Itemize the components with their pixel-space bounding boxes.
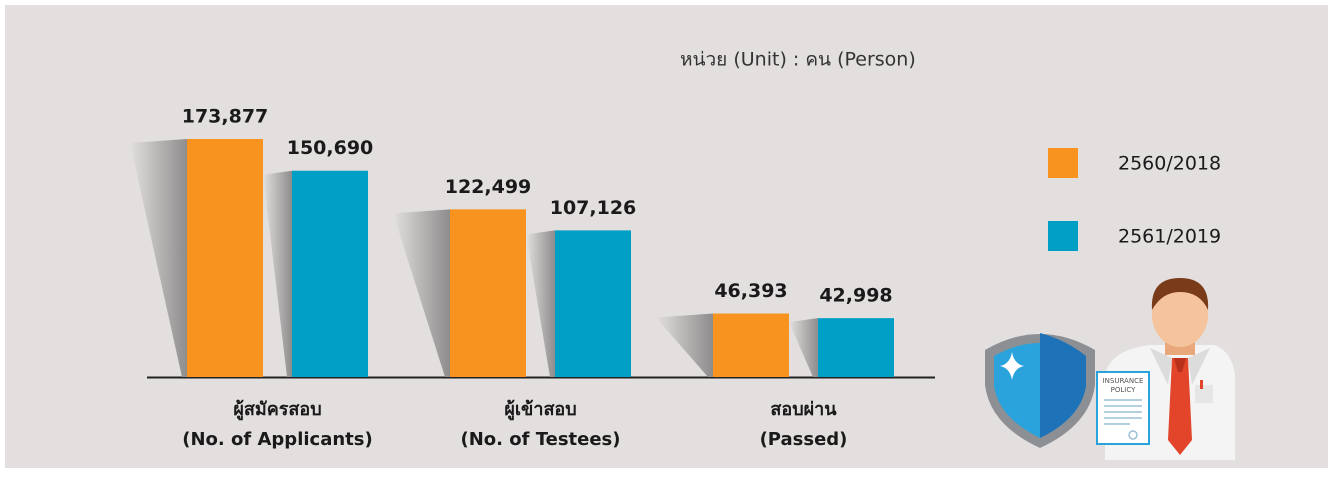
legend-swatch: [1048, 221, 1078, 251]
value-label: 42,998: [819, 285, 892, 307]
category-label: ผู้สมัครสอบ: [233, 399, 321, 421]
bar: [450, 209, 526, 377]
value-label: 46,393: [714, 280, 787, 302]
value-label: 122,499: [445, 176, 532, 198]
category-label: สอบผ่าน: [770, 399, 837, 420]
legend-label: 2560/2018: [1118, 153, 1221, 175]
unit-note: หน่วย (Unit) : คน (Person): [680, 49, 916, 71]
chart: หน่วย (Unit) : คน (Person) INSURANCE POL…: [0, 0, 1333, 480]
value-label: 107,126: [550, 197, 637, 219]
category-label: (No. of Testees): [461, 429, 621, 450]
value-label: 173,877: [182, 106, 269, 128]
value-label: 150,690: [287, 137, 374, 159]
bar: [187, 139, 263, 377]
legend-label: 2561/2019: [1118, 226, 1221, 248]
bar: [555, 230, 631, 377]
category-label: (Passed): [760, 429, 848, 450]
document-title: POLICY: [1111, 386, 1136, 394]
bar: [713, 313, 789, 377]
document-title: INSURANCE: [1103, 377, 1144, 385]
bar: [818, 318, 894, 377]
bar: [292, 171, 368, 377]
legend-swatch: [1048, 148, 1078, 178]
category-label: (No. of Applicants): [182, 429, 372, 450]
policy-document: INSURANCE POLICY: [1097, 372, 1149, 444]
category-label: ผู้เข้าสอบ: [504, 399, 576, 421]
